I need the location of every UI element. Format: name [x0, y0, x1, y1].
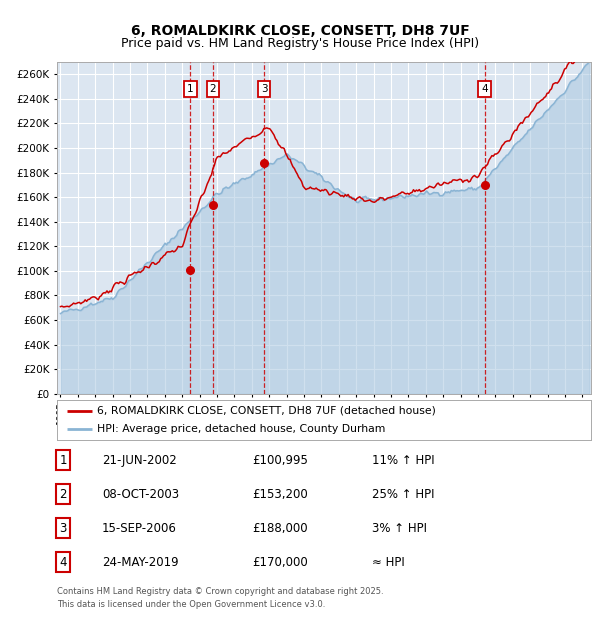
- Text: Price paid vs. HM Land Registry's House Price Index (HPI): Price paid vs. HM Land Registry's House …: [121, 37, 479, 50]
- Text: 11% ↑ HPI: 11% ↑ HPI: [372, 454, 434, 466]
- Text: 4: 4: [59, 556, 67, 569]
- Text: 6, ROMALDKIRK CLOSE, CONSETT, DH8 7UF: 6, ROMALDKIRK CLOSE, CONSETT, DH8 7UF: [131, 24, 469, 38]
- Text: 1: 1: [187, 84, 194, 94]
- Text: 24-MAY-2019: 24-MAY-2019: [102, 556, 179, 569]
- Text: 2: 2: [210, 84, 217, 94]
- Text: HPI: Average price, detached house, County Durham: HPI: Average price, detached house, Coun…: [97, 424, 385, 435]
- Text: 2: 2: [59, 488, 67, 500]
- Text: 21-JUN-2002: 21-JUN-2002: [102, 454, 177, 466]
- Text: 25% ↑ HPI: 25% ↑ HPI: [372, 488, 434, 500]
- Text: 08-OCT-2003: 08-OCT-2003: [102, 488, 179, 500]
- Text: 3% ↑ HPI: 3% ↑ HPI: [372, 522, 427, 534]
- Text: 4: 4: [481, 84, 488, 94]
- Text: £170,000: £170,000: [252, 556, 308, 569]
- Text: £188,000: £188,000: [252, 522, 308, 534]
- Text: ≈ HPI: ≈ HPI: [372, 556, 405, 569]
- Text: Contains HM Land Registry data © Crown copyright and database right 2025.: Contains HM Land Registry data © Crown c…: [57, 587, 383, 596]
- Text: This data is licensed under the Open Government Licence v3.0.: This data is licensed under the Open Gov…: [57, 600, 325, 609]
- Text: 1: 1: [59, 454, 67, 466]
- Text: 3: 3: [261, 84, 268, 94]
- Text: 6, ROMALDKIRK CLOSE, CONSETT, DH8 7UF (detached house): 6, ROMALDKIRK CLOSE, CONSETT, DH8 7UF (d…: [97, 405, 436, 416]
- Text: 3: 3: [59, 522, 67, 534]
- Text: £100,995: £100,995: [252, 454, 308, 466]
- Text: 15-SEP-2006: 15-SEP-2006: [102, 522, 177, 534]
- Text: £153,200: £153,200: [252, 488, 308, 500]
